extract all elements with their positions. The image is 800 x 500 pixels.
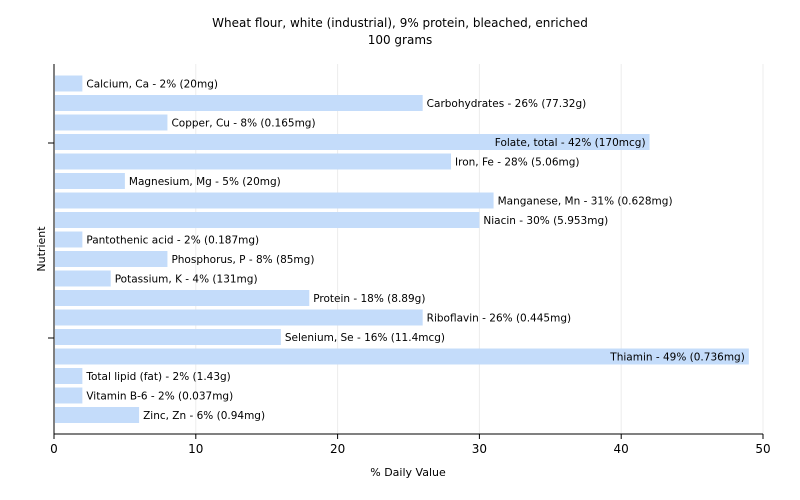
bar-label: Zinc, Zn - 6% (0.94mg)	[143, 410, 265, 422]
bar	[55, 290, 310, 306]
x-tick-label: 20	[330, 442, 345, 456]
bar	[55, 407, 140, 423]
bar-label: Copper, Cu - 8% (0.165mg)	[171, 118, 315, 130]
bar	[55, 114, 168, 131]
x-axis-label: % Daily Value	[370, 466, 446, 479]
chart-title: Wheat flour, white (industrial), 9% prot…	[212, 16, 588, 30]
bar-label: Folate, total - 42% (170mcg)	[495, 137, 646, 149]
bar	[55, 231, 83, 248]
x-tick-label: 30	[472, 442, 487, 456]
bar-label: Phosphorus, P - 8% (85mg)	[171, 254, 314, 266]
bar	[55, 270, 111, 287]
x-ticks-group: 0 10 20 30 40 50	[50, 434, 771, 456]
bar	[55, 134, 650, 150]
bar-label: Thiamin - 49% (0.736mg)	[609, 352, 745, 364]
bar-label: Pantothenic acid - 2% (0.187mg)	[86, 235, 259, 247]
bar	[55, 251, 168, 267]
chart-subtitle: 100 grams	[368, 33, 433, 47]
bar-label: Iron, Fe - 28% (5.06mg)	[455, 157, 579, 169]
bar-label: Magnesium, Mg - 5% (20mg)	[129, 176, 281, 188]
bar-label: Carbohydrates - 26% (77.32g)	[427, 98, 587, 110]
bar	[55, 348, 749, 365]
bar	[55, 368, 83, 384]
bar-label: Niacin - 30% (5.953mg)	[483, 215, 608, 227]
axes-group	[48, 64, 763, 435]
x-tick-label: 0	[50, 442, 58, 456]
bar	[55, 153, 452, 170]
bar-label: Total lipid (fat) - 2% (1.43g)	[85, 371, 230, 383]
bar	[55, 329, 281, 345]
bar-label: Selenium, Se - 16% (11.4mcg)	[285, 332, 445, 344]
grid-lines	[195, 64, 764, 434]
bar	[55, 212, 480, 228]
bar	[55, 387, 83, 404]
x-tick-label: 50	[755, 442, 770, 456]
bar-label: Protein - 18% (8.89g)	[313, 293, 425, 305]
bar-label: Vitamin B-6 - 2% (0.037mg)	[86, 391, 233, 403]
bar	[55, 173, 125, 189]
x-tick-label: 10	[188, 442, 203, 456]
bar	[55, 75, 83, 92]
x-tick-label: 40	[614, 442, 629, 456]
bar-label: Calcium, Ca - 2% (20mg)	[86, 79, 218, 91]
bar	[55, 95, 423, 111]
bar	[55, 309, 423, 326]
y-axis-label: Nutrient	[35, 226, 48, 272]
bars-group: Calcium, Ca - 2% (20mg) Carbohydrates - 2…	[55, 75, 749, 423]
bar-label: Riboflavin - 26% (0.445mg)	[427, 313, 571, 325]
bar-label: Potassium, K - 4% (131mg)	[115, 274, 258, 286]
bar	[55, 192, 494, 209]
bar-label: Manganese, Mn - 31% (0.628mg)	[498, 196, 673, 208]
